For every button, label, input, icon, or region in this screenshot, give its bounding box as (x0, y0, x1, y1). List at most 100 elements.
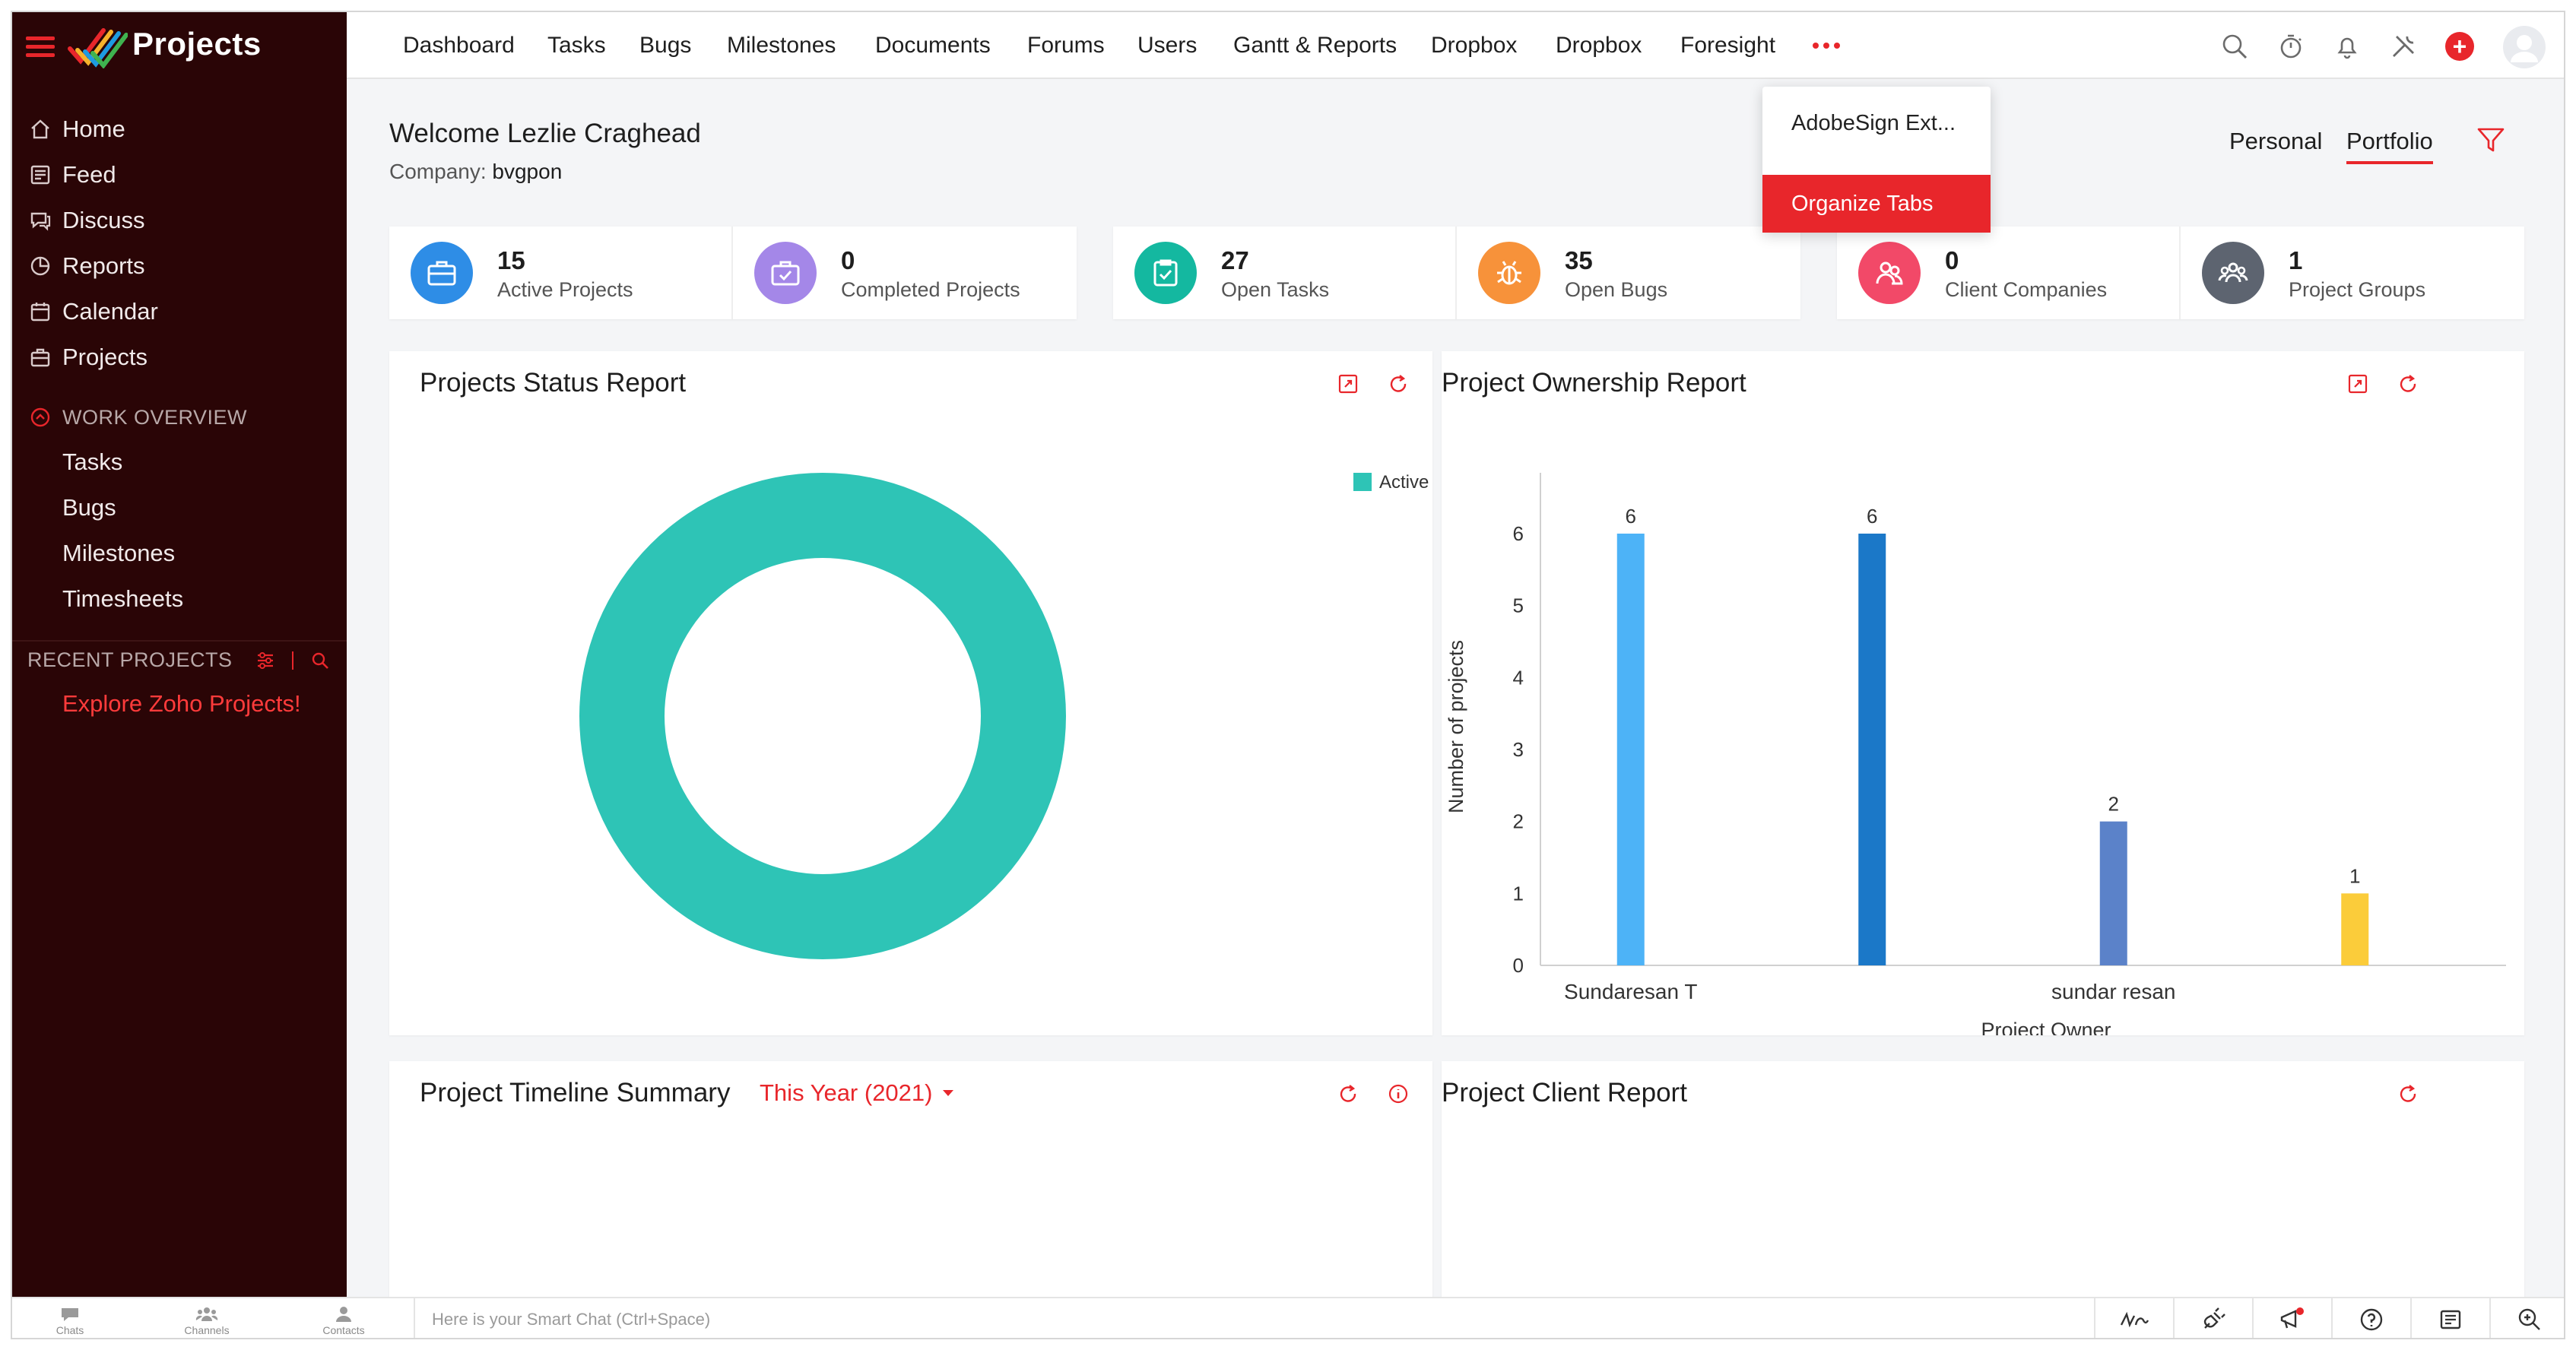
refresh-icon[interactable] (2397, 372, 2419, 395)
panel-title: Projects Status Report (420, 368, 687, 398)
announcement-icon[interactable] (2252, 1298, 2331, 1338)
y-tick-label: 0 (1513, 954, 1524, 977)
expand-icon[interactable] (2346, 372, 2369, 395)
tab-tasks[interactable]: Tasks (547, 33, 606, 58)
sidebar-item-milestones[interactable]: Milestones (12, 531, 347, 576)
bar-1[interactable] (1858, 534, 1886, 965)
projects-icon (30, 348, 50, 367)
timer-icon[interactable] (2276, 32, 2305, 61)
plug-icon[interactable] (2173, 1298, 2252, 1338)
bar-0[interactable] (1616, 534, 1645, 965)
stat-project-groups[interactable]: 1 Project Groups (2181, 227, 2524, 319)
bar-value-label: 6 (1626, 505, 1636, 528)
sidebar-item-projects[interactable]: Projects (12, 334, 347, 380)
bottom-tab-contacts[interactable]: Contacts (298, 1301, 389, 1338)
sidebar-item-calendar[interactable]: Calendar (12, 289, 347, 334)
stat-completed-projects[interactable]: 0 Completed Projects (733, 227, 1077, 319)
work-overview-header[interactable]: WORK OVERVIEW (12, 398, 347, 436)
stat-client-companies[interactable]: 0 Client Companies (1837, 227, 2181, 319)
tab-dashboard[interactable]: Dashboard (403, 33, 515, 58)
bar-value-label: 2 (2108, 793, 2119, 816)
bottom-tab-channels[interactable]: Channels (161, 1301, 252, 1338)
bottom-bar: Chats Channels Contacts Here is your Sma… (12, 1297, 2564, 1338)
panel-title: Project Timeline Summary (420, 1078, 731, 1108)
bar-2[interactable] (2099, 821, 2127, 965)
expand-icon[interactable] (1337, 372, 1359, 395)
filter-icon[interactable] (2476, 125, 2506, 155)
bar-value-label: 1 (2349, 864, 2360, 887)
stat-label: Project Groups (2289, 278, 2426, 301)
tab-documents[interactable]: Documents (875, 33, 991, 58)
completed-briefcase-icon (754, 242, 817, 304)
sidebar-item-label: Calendar (62, 298, 158, 325)
tab-personal[interactable]: Personal (2229, 128, 2323, 154)
smart-chat-input[interactable]: Here is your Smart Chat (Ctrl+Space) (414, 1298, 2094, 1338)
clipboard-check-icon (1134, 242, 1197, 304)
channels-icon (195, 1307, 218, 1321)
sidebar-item-tasks[interactable]: Tasks (12, 439, 347, 485)
stat-value: 27 (1221, 246, 1249, 274)
donut-slice-active[interactable] (579, 473, 1066, 959)
sidebar-item-reports[interactable]: Reports (12, 243, 347, 289)
tab-forums[interactable]: Forums (1027, 33, 1105, 58)
hamburger-menu-icon[interactable] (26, 36, 55, 58)
bar-3[interactable] (2341, 893, 2369, 965)
tab-milestones[interactable]: Milestones (727, 33, 836, 58)
menu-item-organize-tabs[interactable]: Organize Tabs (1762, 175, 1991, 233)
tab-dropbox-1[interactable]: Dropbox (1431, 33, 1518, 58)
panel-title: Project Client Report (1442, 1078, 1687, 1108)
sidebar-item-label: Reports (62, 252, 145, 279)
sidebar-item-discuss[interactable]: Discuss (12, 198, 347, 243)
tab-users[interactable]: Users (1137, 33, 1198, 58)
tab-gantt-reports[interactable]: Gantt & Reports (1233, 33, 1397, 58)
avatar[interactable] (2503, 26, 2546, 68)
add-icon[interactable]: + (2445, 32, 2474, 61)
handwriting-icon[interactable] (2094, 1298, 2173, 1338)
tab-portfolio[interactable]: Portfolio (2346, 128, 2433, 164)
more-tabs-button[interactable] (1813, 32, 1840, 59)
stat-open-bugs[interactable]: 35 Open Bugs (1457, 227, 1800, 319)
help-icon[interactable] (2331, 1298, 2410, 1338)
tab-dropbox-2[interactable]: Dropbox (1556, 33, 1642, 58)
news-icon[interactable] (2410, 1298, 2489, 1338)
legend-swatch (1353, 473, 1372, 491)
sidebar-item-timesheets[interactable]: Timesheets (12, 576, 347, 622)
search-icon[interactable] (310, 651, 330, 670)
work-overview-title: WORK OVERVIEW (62, 405, 248, 429)
home-icon (31, 119, 49, 139)
legend-label[interactable]: Active (1379, 472, 1429, 493)
sidebar-item-bugs[interactable]: Bugs (12, 485, 347, 531)
period-select[interactable]: This Year (2021) (760, 1079, 955, 1107)
sidebar: Projects Home Feed Discuss Reports Calen… (12, 12, 347, 1297)
project-ownership-report-panel: Project Ownership Report 0 1 2 3 4 5 6 Number o… (1442, 351, 2524, 1035)
bottom-tab-chats[interactable]: Chats (24, 1301, 116, 1338)
refresh-icon[interactable] (2397, 1082, 2419, 1105)
app-title: Projects (132, 26, 262, 62)
tab-bugs[interactable]: Bugs (639, 33, 692, 58)
contacts-icon (336, 1307, 351, 1322)
tools-icon[interactable] (2389, 32, 2418, 61)
refresh-icon[interactable] (1387, 372, 1410, 395)
menu-item-adobesign[interactable]: AdobeSign Ext... (1791, 110, 1956, 135)
chevron-up-circle-icon (30, 407, 50, 427)
info-icon[interactable] (1387, 1082, 1410, 1105)
logo-row: Projects (12, 12, 347, 79)
zoom-search-icon[interactable] (2489, 1298, 2564, 1338)
stat-open-tasks[interactable]: 27 Open Tasks (1113, 227, 1457, 319)
explore-zoho-projects-link[interactable]: Explore Zoho Projects! (62, 690, 301, 717)
refresh-icon[interactable] (1337, 1082, 1359, 1105)
sidebar-item-home[interactable]: Home (12, 106, 347, 152)
recent-projects-header: RECENT PROJECTS (12, 640, 347, 678)
filter-settings-icon[interactable] (255, 651, 275, 670)
stats-group-projects: 15 Active Projects 0 Completed Projects (389, 227, 1077, 319)
tab-foresight[interactable]: Foresight (1680, 33, 1776, 58)
stat-label: Open Bugs (1565, 278, 1668, 301)
search-icon[interactable] (2220, 32, 2249, 61)
stat-active-projects[interactable]: 15 Active Projects (389, 227, 733, 319)
caret-down-icon (943, 1090, 954, 1096)
bell-icon[interactable] (2333, 32, 2362, 61)
sidebar-item-feed[interactable]: Feed (12, 152, 347, 198)
x-axis-title: Project Owner (1981, 1019, 2111, 1035)
stat-value: 15 (497, 246, 525, 274)
calendar-icon (30, 303, 50, 322)
